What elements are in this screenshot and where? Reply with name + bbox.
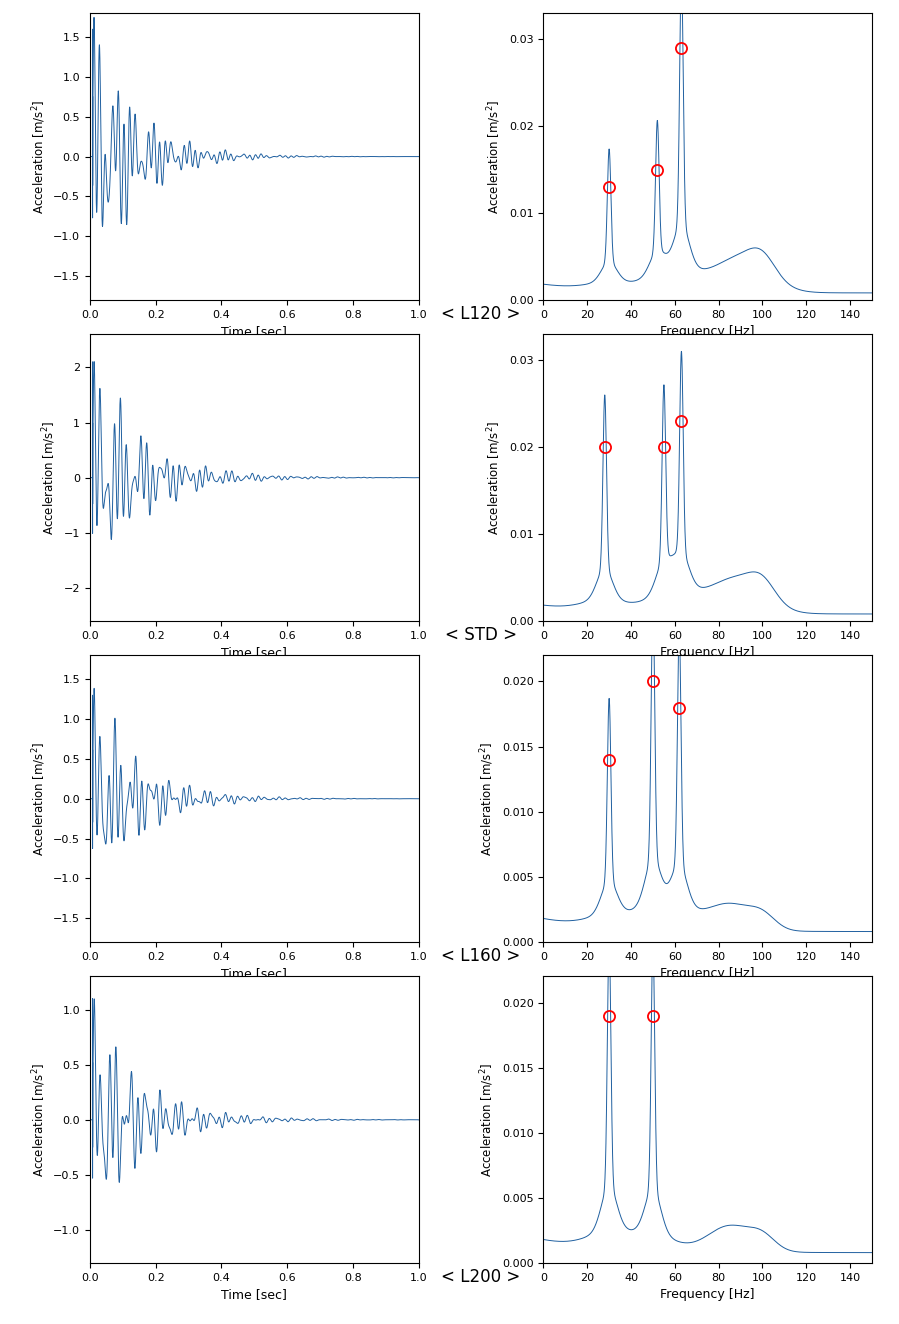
X-axis label: Time [sec]: Time [sec] [221, 968, 287, 980]
X-axis label: Frequency [Hz]: Frequency [Hz] [661, 646, 755, 659]
Text: < STD >: < STD > [445, 626, 517, 643]
X-axis label: Frequency [Hz]: Frequency [Hz] [661, 1288, 755, 1301]
Y-axis label: Acceleration [m/s$^2$]: Acceleration [m/s$^2$] [479, 741, 496, 855]
Y-axis label: Acceleration [m/s$^2$]: Acceleration [m/s$^2$] [479, 1063, 496, 1177]
Y-axis label: Acceleration [m/s$^2$]: Acceleration [m/s$^2$] [30, 1063, 48, 1177]
X-axis label: Time [sec]: Time [sec] [221, 1288, 287, 1301]
X-axis label: Time [sec]: Time [sec] [221, 326, 287, 338]
Y-axis label: Acceleration [m/s$^2$]: Acceleration [m/s$^2$] [30, 99, 48, 213]
X-axis label: Frequency [Hz]: Frequency [Hz] [661, 968, 755, 980]
Text: < L120 >: < L120 > [441, 305, 521, 323]
Y-axis label: Acceleration [m/s$^2$]: Acceleration [m/s$^2$] [40, 421, 58, 535]
Y-axis label: Acceleration [m/s$^2$]: Acceleration [m/s$^2$] [485, 99, 503, 213]
X-axis label: Frequency [Hz]: Frequency [Hz] [661, 326, 755, 338]
X-axis label: Time [sec]: Time [sec] [221, 646, 287, 659]
Y-axis label: Acceleration [m/s$^2$]: Acceleration [m/s$^2$] [485, 421, 503, 535]
Y-axis label: Acceleration [m/s$^2$]: Acceleration [m/s$^2$] [30, 741, 48, 855]
Text: < L200 >: < L200 > [441, 1268, 521, 1286]
Text: < L160 >: < L160 > [441, 947, 521, 965]
